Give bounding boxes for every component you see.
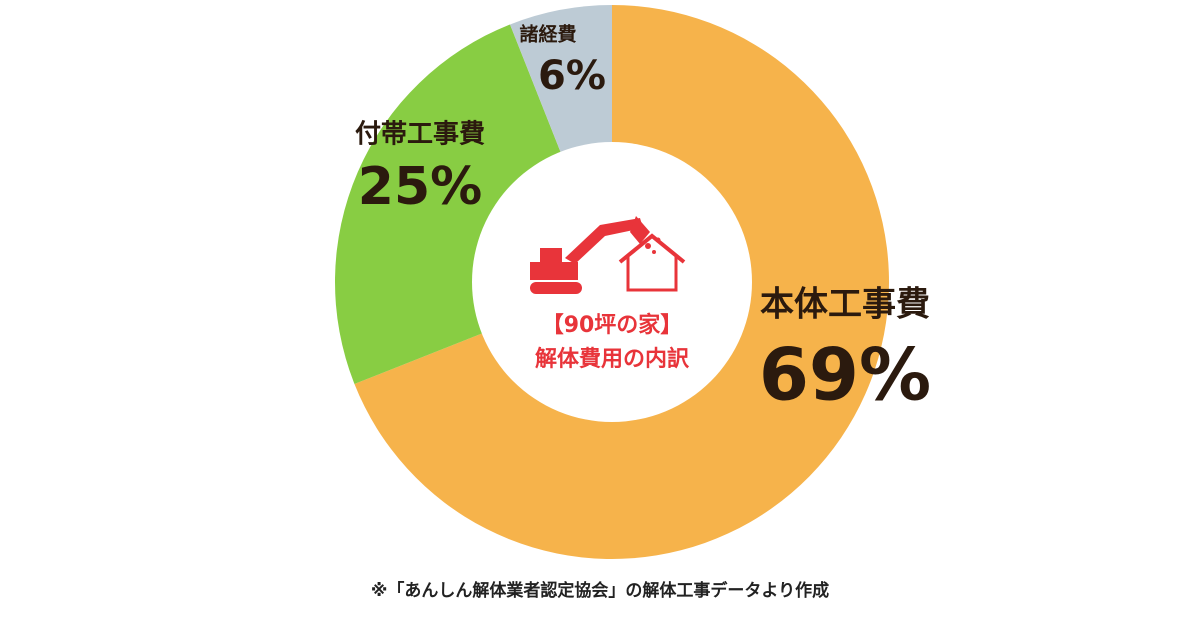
value-label: 69% [759,333,931,417]
slice-label: 諸経費 [519,23,576,46]
icon-cab [540,248,562,264]
icon-body [530,262,578,280]
icon-debris [652,250,656,254]
footnote: ※「あんしん解体業者認定協会」の解体工事データより作成 [371,580,829,601]
icon-roof [618,233,686,264]
icon-track [530,282,582,294]
icon-debris [655,237,661,243]
slice-label: 本体工事費 [760,285,930,325]
center-title: 【90坪の家】 [542,312,683,338]
icon-house [626,256,678,292]
center-subtitle: 解体費用の内訳 [535,346,690,372]
icon-arm [565,218,643,264]
donut-hole [472,142,752,422]
icon-bucket [630,216,650,244]
slice-label: 付帯工事費 [355,120,485,150]
excavator-icon [530,216,686,294]
value-label: 25% [358,157,482,217]
value-label: 6% [538,53,606,99]
icon-debris [645,243,651,249]
